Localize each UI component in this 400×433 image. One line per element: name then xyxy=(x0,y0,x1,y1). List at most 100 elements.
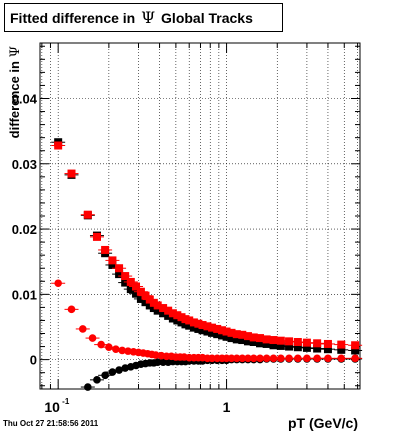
data-point-square xyxy=(198,321,207,330)
data-point-square xyxy=(218,326,227,335)
data-point-square xyxy=(164,311,173,320)
data-point-square xyxy=(136,294,145,303)
data-point-circle xyxy=(324,354,332,363)
data-point-square xyxy=(227,328,236,337)
data-point-square xyxy=(194,319,203,328)
data-point-square xyxy=(159,304,168,313)
series-1 xyxy=(51,141,363,350)
title-suffix: Global Tracks xyxy=(161,10,253,26)
data-point-circle xyxy=(152,351,160,359)
data-point-circle xyxy=(108,368,117,376)
data-point-square xyxy=(121,272,130,281)
data-point-square xyxy=(145,301,154,310)
data-point-square xyxy=(213,324,222,333)
data-point-square xyxy=(302,338,311,347)
series-0 xyxy=(51,138,363,355)
data-point-square xyxy=(238,336,247,345)
data-point-square xyxy=(249,337,258,346)
data-point-square xyxy=(153,301,162,310)
data-point-square xyxy=(159,309,168,318)
data-point-square xyxy=(218,331,227,340)
data-point-square xyxy=(323,339,332,348)
data-point-square xyxy=(276,336,285,345)
data-point-square xyxy=(83,210,92,219)
data-point-circle xyxy=(88,334,97,342)
data-point-square xyxy=(249,333,258,342)
data-point-square xyxy=(153,306,162,315)
data-point-circle xyxy=(67,305,76,314)
data-point-square xyxy=(203,322,212,331)
data-point-circle xyxy=(84,383,92,391)
data-point-square xyxy=(168,314,177,323)
y-axis-label-text: difference in xyxy=(7,57,22,138)
chart-title-box: Fitted difference in Ψ Global Tracks xyxy=(4,3,283,32)
y-tick-label: 0.02 xyxy=(12,222,37,237)
data-point-square xyxy=(126,285,135,294)
data-point-square xyxy=(351,341,360,350)
data-point-square xyxy=(337,345,346,354)
grid-lines xyxy=(40,43,360,389)
data-point-circle xyxy=(118,346,126,355)
data-point-square xyxy=(108,260,117,269)
x-tick-label: 1 xyxy=(223,399,231,415)
data-point-circle xyxy=(303,354,311,363)
data-point-square xyxy=(302,343,311,352)
data-point-square xyxy=(285,342,294,351)
data-point-square xyxy=(227,334,236,343)
data-point-square xyxy=(262,339,271,348)
data-point-circle xyxy=(285,354,293,363)
data-point-square xyxy=(141,291,150,300)
data-point-square xyxy=(168,309,177,318)
axis-labels: 0 0.01 0.02 0.03 0.04 10 -1 1 pT (GeV/c) differen… xyxy=(7,46,358,431)
data-point-square xyxy=(194,324,203,333)
data-point-square xyxy=(164,306,173,315)
data-point-square xyxy=(238,330,247,339)
data-point-square xyxy=(189,323,198,332)
data-point-square xyxy=(173,311,182,320)
data-point-circle xyxy=(78,325,87,333)
data-point-square xyxy=(313,339,322,348)
data-point-square xyxy=(126,277,135,286)
data-point-square xyxy=(243,332,252,341)
y-tick-label: 0.01 xyxy=(12,287,37,302)
data-point-circle xyxy=(105,343,113,352)
y-axis-label: difference in Ψ xyxy=(7,46,23,138)
timestamp: Thu Oct 27 21:58:56 2011 xyxy=(3,419,99,428)
data-point-square xyxy=(115,264,124,273)
data-point-square xyxy=(108,256,117,265)
title-prefix: Fitted difference in xyxy=(10,10,136,26)
data-point-square xyxy=(208,323,217,332)
data-point-square xyxy=(313,344,322,353)
data-point-square xyxy=(92,232,101,241)
data-point-square xyxy=(101,245,110,254)
y-tick-label: 0.03 xyxy=(12,157,37,172)
data-point-square xyxy=(145,295,154,304)
data-point-square xyxy=(256,339,265,348)
data-point-square xyxy=(208,328,217,337)
data-point-square xyxy=(222,332,231,341)
data-point-square xyxy=(276,341,285,350)
data-point-square xyxy=(293,343,302,352)
data-point-square xyxy=(256,334,265,343)
data-point-square xyxy=(203,327,212,336)
data-point-circle xyxy=(337,354,346,363)
data-point-square xyxy=(323,345,332,354)
data-point-square xyxy=(141,298,150,307)
data-point-square xyxy=(243,337,252,346)
data-point-square xyxy=(136,287,145,296)
data-marks xyxy=(51,138,363,391)
data-point-square xyxy=(351,346,360,355)
x-tick-label-exponent: -1 xyxy=(62,397,70,406)
data-point-circle xyxy=(294,354,302,363)
data-point-square xyxy=(132,289,141,298)
data-point-square xyxy=(232,330,241,339)
data-point-square xyxy=(115,270,124,279)
y-axis-label-psi-symbol: Ψ xyxy=(8,46,23,57)
data-point-square xyxy=(337,340,346,349)
data-point-square xyxy=(293,337,302,346)
data-point-square xyxy=(213,330,222,339)
title-psi-symbol: Ψ xyxy=(141,8,156,27)
data-point-square xyxy=(185,321,194,330)
x-tick-label: 10 xyxy=(44,399,60,415)
